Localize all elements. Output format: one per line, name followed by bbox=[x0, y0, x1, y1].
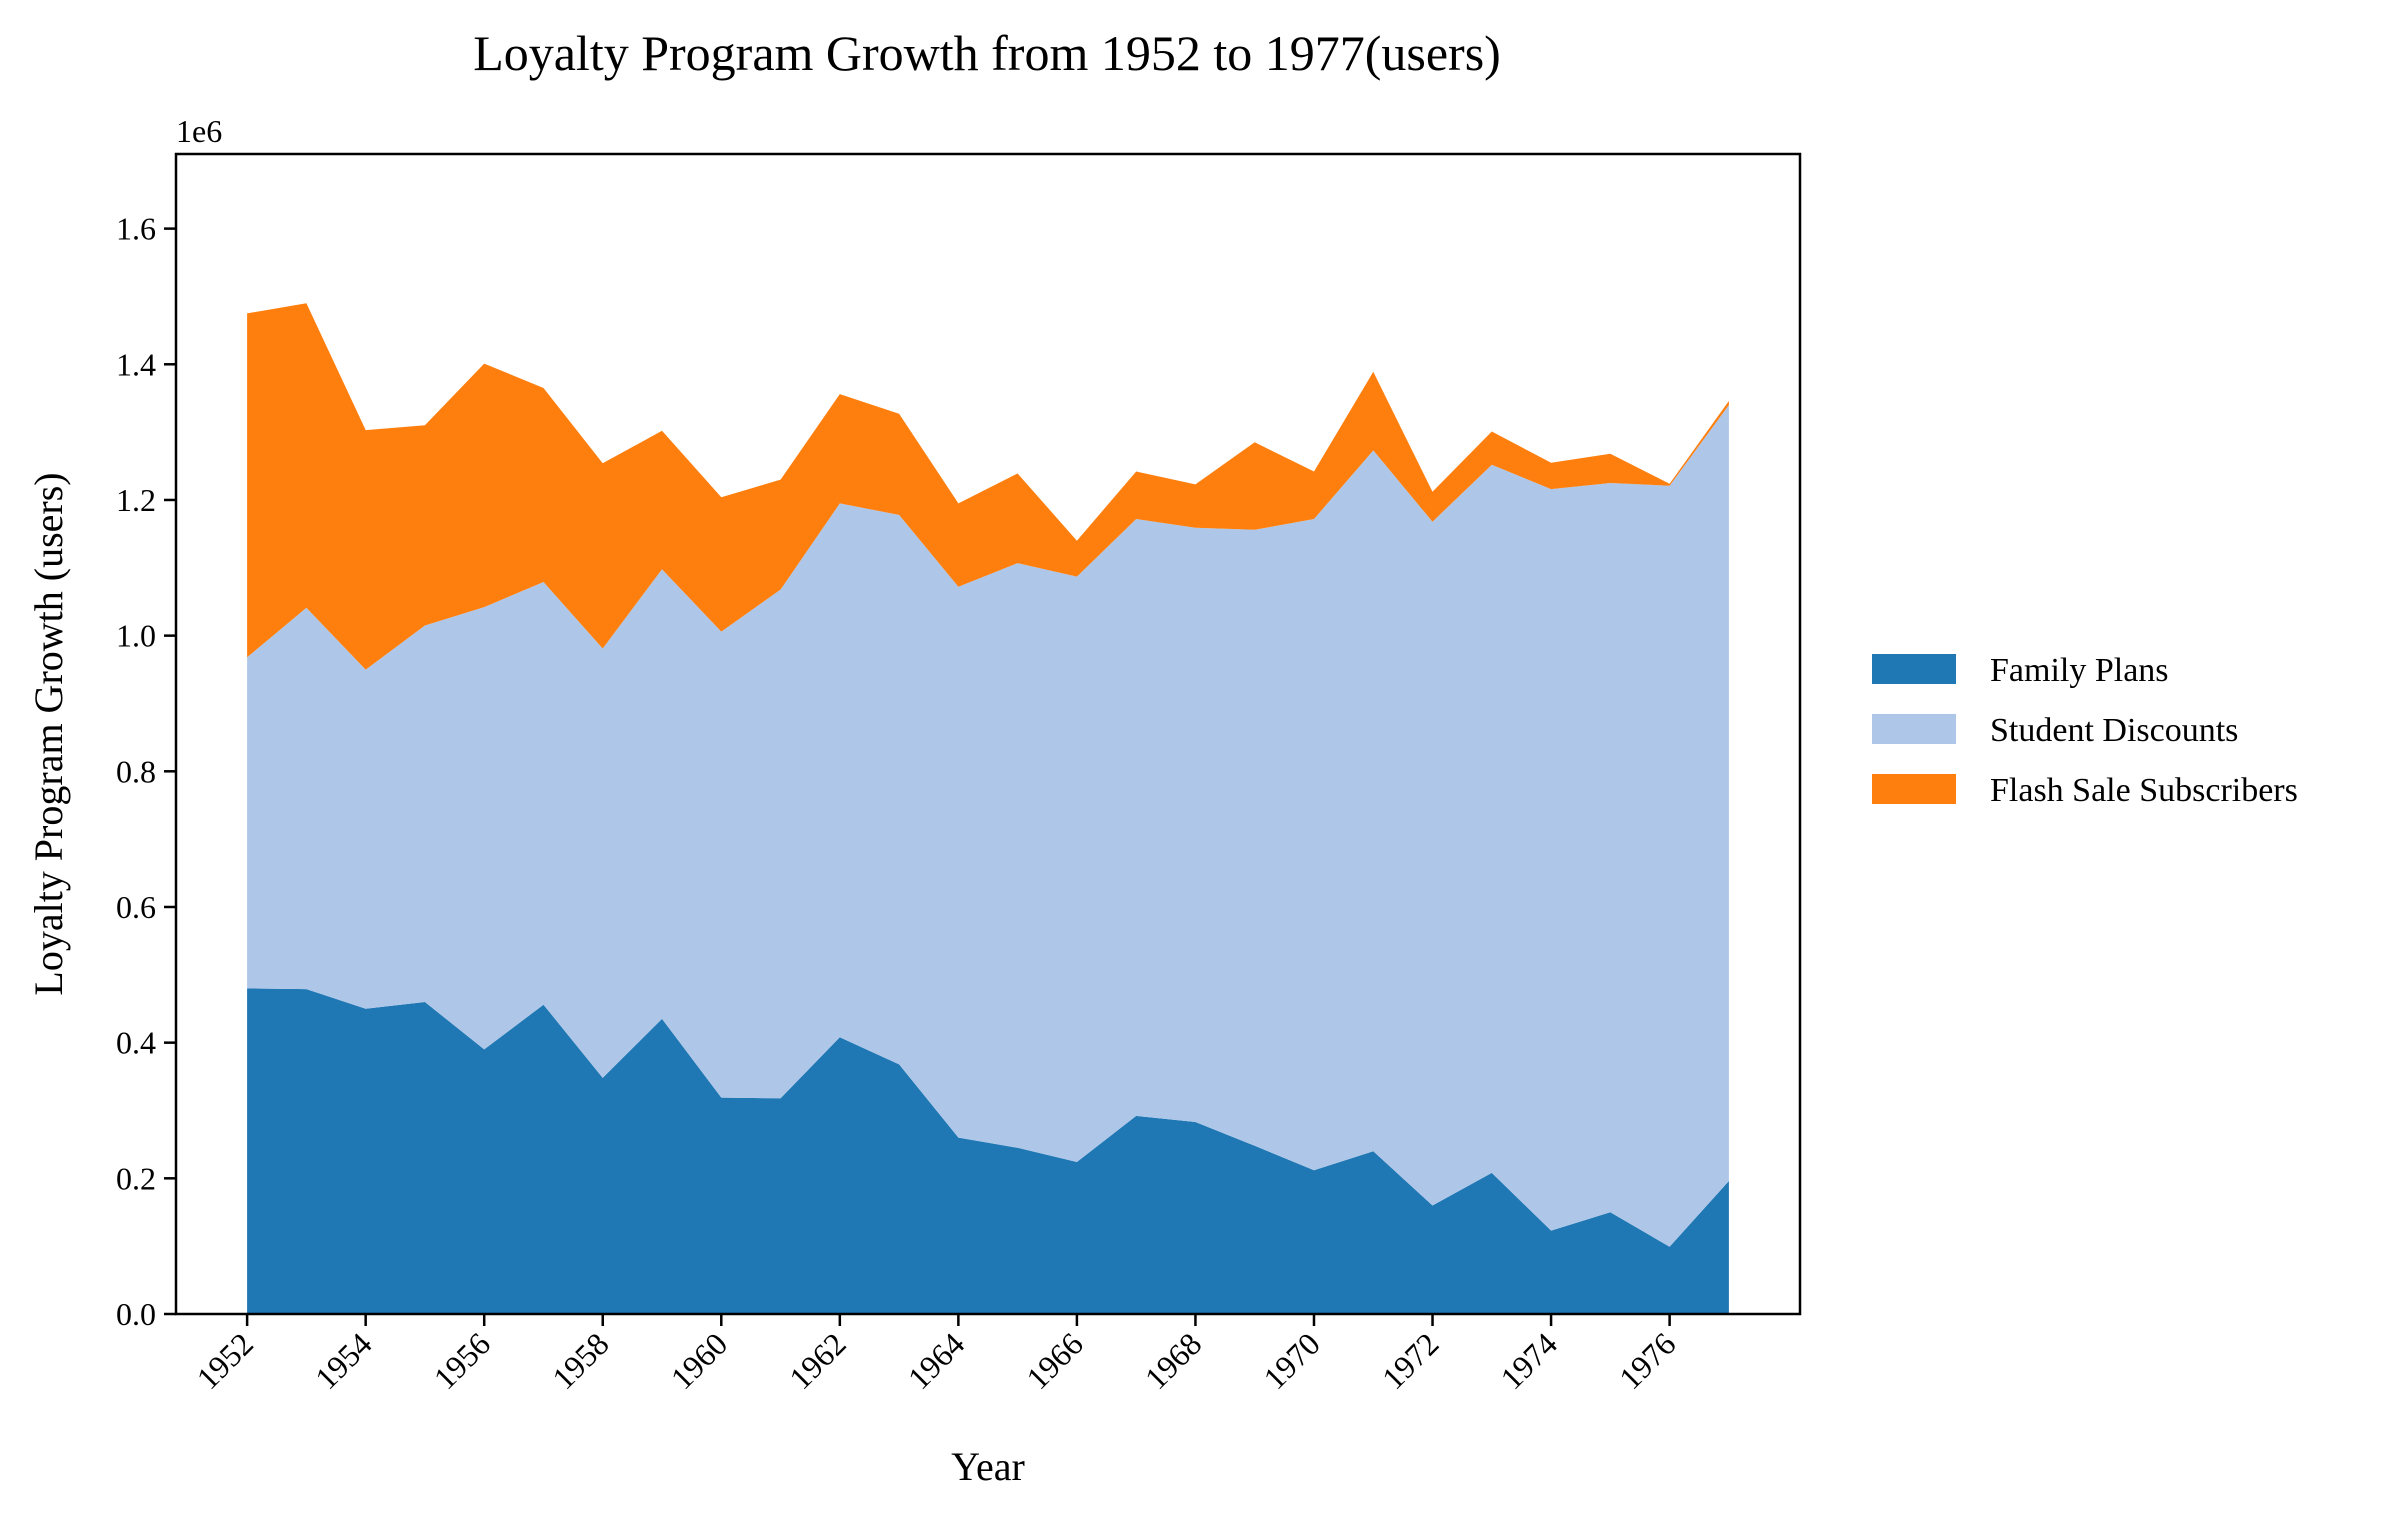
plot-frame bbox=[174, 152, 1802, 1316]
legend-swatch-student-discounts bbox=[1872, 714, 1956, 744]
x-tick-label: 1960 bbox=[664, 1325, 735, 1396]
x-tick-label: 1970 bbox=[1256, 1325, 1327, 1396]
area-flash-sale-subscribers bbox=[247, 303, 1729, 670]
y-tick-label: 1.2 bbox=[116, 482, 156, 518]
x-tick-label: 1974 bbox=[1493, 1325, 1564, 1396]
y-tick-label: 0.8 bbox=[116, 753, 156, 789]
x-tick-label: 1954 bbox=[308, 1325, 379, 1396]
legend-label-family-plans: Family Plans bbox=[1990, 652, 2169, 689]
stacked-areas bbox=[247, 303, 1729, 1314]
legend-swatch-flash-sale-subscribers bbox=[1872, 774, 1956, 804]
x-tick-label: 1972 bbox=[1375, 1325, 1446, 1396]
x-axis: 1952 1954 1956 1958 1960 1962 1964 1966 1968 1970… bbox=[189, 1314, 1683, 1396]
x-tick-label: 1962 bbox=[782, 1325, 853, 1396]
x-tick-label: 1952 bbox=[189, 1325, 260, 1396]
area-student-discounts bbox=[247, 405, 1729, 1247]
x-tick-label: 1964 bbox=[901, 1325, 972, 1396]
area-family-plans bbox=[247, 988, 1729, 1314]
x-tick-label: 1976 bbox=[1612, 1325, 1683, 1396]
y-axis-offset-text: 1e6 bbox=[176, 113, 222, 149]
y-axis: 0.0 0.2 0.4 0.6 0.8 1.0 1.2 1.4 1.6 bbox=[116, 211, 176, 1332]
legend-swatch-family-plans bbox=[1872, 654, 1956, 684]
legend-label-flash-sale-subscribers: Flash Sale Subscribers bbox=[1990, 772, 2298, 809]
chart-title: Loyalty Program Growth from 1952 to 1977… bbox=[473, 25, 1501, 81]
x-tick-label: 1968 bbox=[1138, 1325, 1209, 1396]
x-axis-label: Year bbox=[951, 1444, 1025, 1489]
legend-label-student-discounts: Student Discounts bbox=[1990, 712, 2238, 749]
y-tick-label: 0.2 bbox=[116, 1160, 156, 1196]
legend: Family Plans Student Discounts Flash Sale … bbox=[1872, 652, 2298, 809]
x-tick-label: 1958 bbox=[545, 1325, 616, 1396]
x-tick-label: 1966 bbox=[1019, 1325, 1090, 1396]
y-axis-label: Loyalty Program Growth (users) bbox=[26, 472, 71, 995]
y-tick-label: 1.6 bbox=[116, 211, 156, 247]
y-tick-label: 0.0 bbox=[116, 1296, 156, 1332]
y-tick-label: 1.0 bbox=[116, 618, 156, 654]
y-tick-label: 1.4 bbox=[116, 346, 156, 382]
x-tick-label: 1956 bbox=[426, 1325, 497, 1396]
y-tick-label: 0.4 bbox=[116, 1025, 156, 1061]
y-tick-label: 0.6 bbox=[116, 889, 156, 925]
